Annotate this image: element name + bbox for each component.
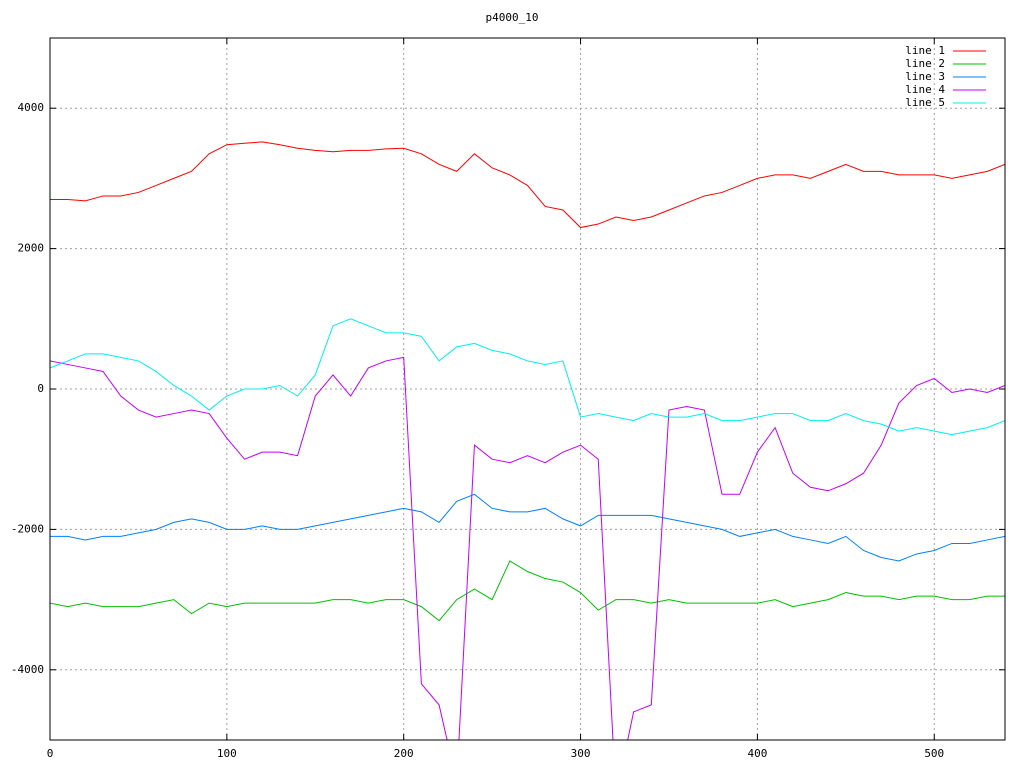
series-line bbox=[50, 141, 1005, 229]
y-tick-label: -4000 bbox=[11, 663, 44, 676]
x-tick-label: 200 bbox=[394, 747, 414, 760]
legend-label: line 1 bbox=[905, 44, 945, 57]
y-tick-label: 4000 bbox=[18, 101, 45, 114]
series-line bbox=[50, 318, 1005, 436]
y-tick-label: 2000 bbox=[18, 242, 45, 255]
x-tick-label: 100 bbox=[217, 747, 237, 760]
legend-label: line 4 bbox=[905, 83, 945, 96]
series-line bbox=[50, 493, 1005, 562]
series-line bbox=[50, 356, 1005, 740]
x-tick-label: 300 bbox=[571, 747, 591, 760]
x-tick-label: 0 bbox=[47, 747, 54, 760]
plot-border bbox=[49, 37, 1006, 741]
y-tick-label: 0 bbox=[37, 382, 44, 395]
legend-label: line 3 bbox=[905, 70, 945, 83]
chart-title: p4000_10 bbox=[486, 11, 539, 24]
x-tick-label: 400 bbox=[747, 747, 767, 760]
legend-label: line 5 bbox=[905, 96, 945, 109]
x-tick-label: 500 bbox=[924, 747, 944, 760]
legend-label: line 2 bbox=[905, 57, 945, 70]
y-tick-label: -2000 bbox=[11, 522, 44, 535]
plot-area bbox=[50, 141, 1005, 740]
grid-layer: -4000 -2000 0 2000 4000 0 100 200 300 400 500 bbox=[11, 38, 1005, 760]
series-line bbox=[50, 560, 1005, 622]
